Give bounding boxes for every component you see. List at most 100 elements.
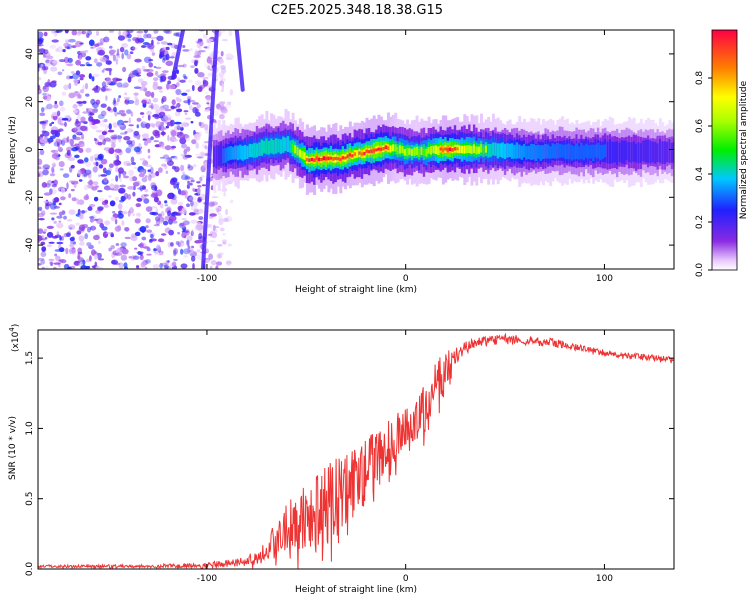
signal-track-segment [620, 140, 624, 164]
noise-speck [103, 36, 110, 43]
noise-speck [96, 62, 103, 67]
noise-speck [166, 122, 171, 127]
noise-speck [65, 247, 69, 255]
noise-speck [97, 207, 104, 212]
noise-speck [108, 163, 114, 168]
noise-speck [116, 55, 121, 59]
noise-speck [155, 121, 162, 128]
signal-track-segment [246, 145, 250, 159]
noise-speck [64, 30, 69, 34]
noise-speck [167, 193, 173, 200]
noise-speck [137, 187, 143, 190]
noise-speck [168, 84, 176, 90]
noise-speck [149, 211, 156, 215]
noise-speck [78, 179, 83, 182]
noise-speck [170, 130, 177, 137]
noise-speck [116, 112, 122, 115]
noise-speck [210, 231, 218, 239]
noise-speck [209, 213, 217, 217]
noise-speck [38, 240, 41, 243]
signal-track-segment [601, 144, 605, 159]
noise-speck [58, 202, 62, 206]
noise-speck [162, 104, 170, 110]
noise-speck [87, 206, 93, 211]
noise-speck [93, 137, 97, 142]
noise-speck [67, 83, 71, 89]
noise-speck [165, 125, 169, 129]
snr-y-multiplier: (x104) [8, 324, 21, 352]
noise-speck [196, 239, 204, 244]
noise-speck [182, 49, 190, 52]
signal-track-segment [320, 158, 324, 162]
noise-speck [129, 51, 134, 54]
snr-y-ticks: 0.0 0.5 1.0 1.5 [25, 351, 674, 576]
noise-speck [72, 104, 78, 109]
noise-speck [117, 213, 124, 219]
noise-speck [179, 131, 183, 137]
noise-speck [49, 123, 52, 127]
signal-track-segment [241, 145, 245, 161]
noise-speck [152, 103, 160, 110]
signal-track-segment [360, 152, 364, 156]
noise-speck [221, 82, 225, 90]
noise-speck [118, 187, 126, 194]
noise-speck [76, 198, 80, 205]
noise-speck [136, 124, 140, 129]
noise-speck [175, 88, 182, 96]
noise-speck [118, 137, 122, 143]
noise-speck [210, 259, 217, 266]
signal-track-segment [503, 143, 507, 160]
noise-speck [147, 43, 155, 50]
noise-speck [68, 92, 76, 99]
signal-track-segment [491, 142, 495, 156]
noise-speck [218, 58, 224, 64]
noise-speck [196, 181, 201, 184]
noise-speck [192, 263, 195, 269]
noise-speck [127, 186, 135, 190]
noise-speck [74, 136, 81, 141]
noise-speck [110, 216, 116, 221]
noise-speck [171, 194, 177, 201]
signal-track-segment [336, 157, 340, 161]
noise-speck [56, 215, 63, 219]
noise-speck [164, 204, 169, 207]
noise-speck [52, 112, 59, 117]
signal-track-segment [484, 145, 488, 153]
signal-track-segment [604, 144, 607, 158]
noise-speck [51, 183, 57, 188]
signal-track-segment [582, 145, 586, 161]
noise-speck [57, 146, 63, 152]
noise-speck [187, 176, 194, 180]
signal-track-segment [647, 139, 650, 163]
signal-track-segment [258, 142, 262, 156]
noise-speck [143, 101, 150, 105]
noise-speck [115, 58, 119, 65]
noise-speck [42, 49, 49, 55]
noise-speck [45, 266, 49, 269]
noise-speck [216, 207, 220, 213]
noise-speck [101, 69, 105, 73]
noise-speck [79, 54, 82, 61]
noise-speck [42, 130, 50, 137]
signal-track-segment [215, 145, 219, 169]
signal-track-segment [623, 140, 627, 165]
noise-speck [130, 156, 135, 163]
noise-speck [80, 265, 87, 269]
noise-speck [156, 244, 161, 250]
noise-speck [139, 157, 146, 160]
noise-speck [141, 133, 150, 139]
noise-speck [206, 38, 212, 43]
signal-track-segment [585, 143, 588, 158]
noise-speck [58, 211, 63, 217]
noise-speck [100, 103, 107, 108]
signal-track-segment [305, 157, 309, 162]
x-tick-label: -100 [197, 574, 218, 584]
noise-speck [207, 72, 213, 77]
noise-speck [50, 263, 53, 267]
noise-speck [145, 218, 151, 224]
noise-speck [139, 242, 144, 249]
noise-speck [49, 44, 56, 49]
noise-speck [151, 191, 156, 194]
noise-speck [90, 125, 98, 130]
signal-track-segment [618, 142, 622, 162]
